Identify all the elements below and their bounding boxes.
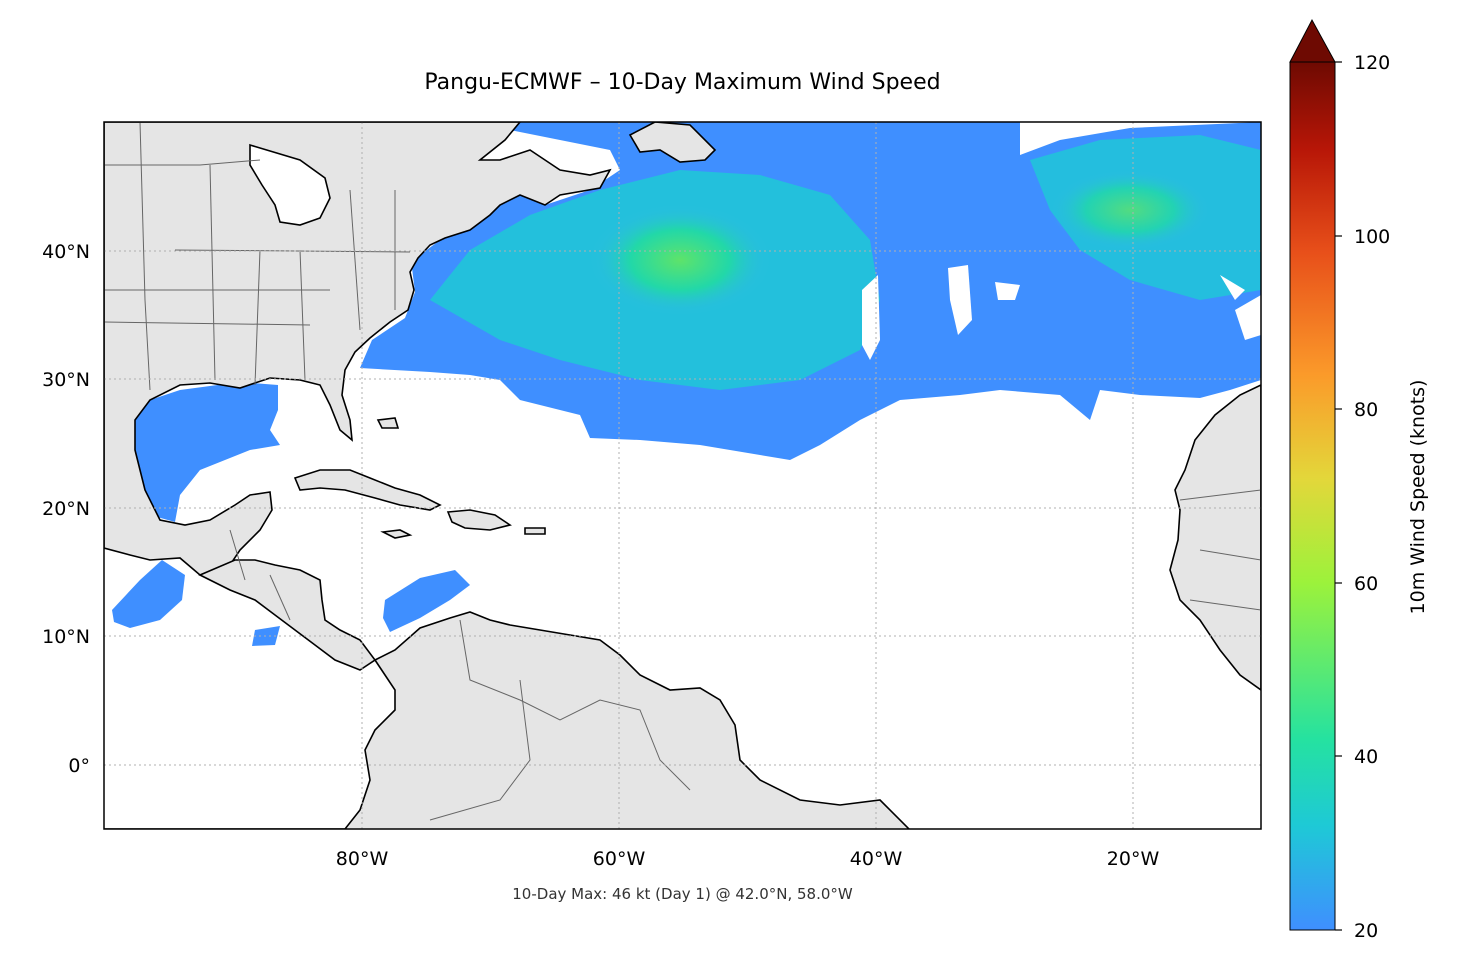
lon-tick-labels: 80°W 60°W 40°W 20°W xyxy=(336,848,1160,870)
newfoundland-land xyxy=(628,122,717,163)
lat-tick-label: 40°N xyxy=(42,241,90,263)
lon-tick-label: 60°W xyxy=(593,848,646,870)
colorbar-tick-labels: 20 40 60 80 100 120 xyxy=(1354,52,1390,942)
colorbar-tick-label: 80 xyxy=(1354,399,1378,421)
north-america-land xyxy=(104,122,612,576)
africa-land xyxy=(1169,384,1261,691)
political-borders xyxy=(104,122,1261,821)
map-panel xyxy=(104,122,1261,829)
wind-swirl-east xyxy=(1050,170,1210,250)
lat-tick-label: 10°N xyxy=(42,626,90,648)
colorbar-tick-label: 100 xyxy=(1354,226,1390,248)
great-lakes xyxy=(249,143,331,226)
field-gap-2 xyxy=(948,265,972,335)
colorbar-tick-label: 120 xyxy=(1354,52,1390,74)
colorbar-ticks xyxy=(1335,61,1342,931)
land xyxy=(104,122,1261,829)
lat-tick-label: 0° xyxy=(68,755,90,777)
wind-field-caribbean xyxy=(383,570,470,632)
lon-tick-label: 80°W xyxy=(336,848,389,870)
field-gap-4 xyxy=(1220,275,1245,300)
bahamas-land xyxy=(376,417,400,429)
colorbar-bar xyxy=(1289,61,1336,931)
colorbar-label: 10m Wind Speed (knots) xyxy=(1407,379,1429,615)
wind-maximum-swirl xyxy=(590,205,770,315)
jamaica-land xyxy=(380,529,413,539)
lon-tick-label: 40°W xyxy=(850,848,903,870)
lon-tick-label: 20°W xyxy=(1107,848,1160,870)
south-america-land xyxy=(104,611,911,829)
field-gap-5 xyxy=(1235,295,1261,340)
lat-tick-label: 30°N xyxy=(42,369,90,391)
lat-tick-label: 20°N xyxy=(42,498,90,520)
colorbar-tick-label: 40 xyxy=(1354,746,1378,768)
field-gap-3 xyxy=(995,282,1020,300)
lat-tick-labels: 0° 10°N 20°N 30°N 40°N xyxy=(42,241,90,777)
puerto-rico-land xyxy=(524,527,546,535)
map-title: Pangu-ECMWF – 10-Day Maximum Wind Speed xyxy=(424,70,941,95)
wind-field-gulf xyxy=(133,382,280,522)
wind-field-pacific xyxy=(112,560,185,628)
colorbar-tick-label: 60 xyxy=(1354,573,1378,595)
colorbar: 20 40 60 80 100 120 xyxy=(1289,18,1390,942)
map-frame xyxy=(103,121,1262,830)
colorbar-extend-arrow xyxy=(1289,18,1336,63)
footer-note: 10-Day Max: 46 kt (Day 1) @ 42.0°N, 58.0… xyxy=(512,885,853,903)
colorbar-tick-label: 20 xyxy=(1354,920,1378,942)
hispaniola-land xyxy=(446,509,512,531)
